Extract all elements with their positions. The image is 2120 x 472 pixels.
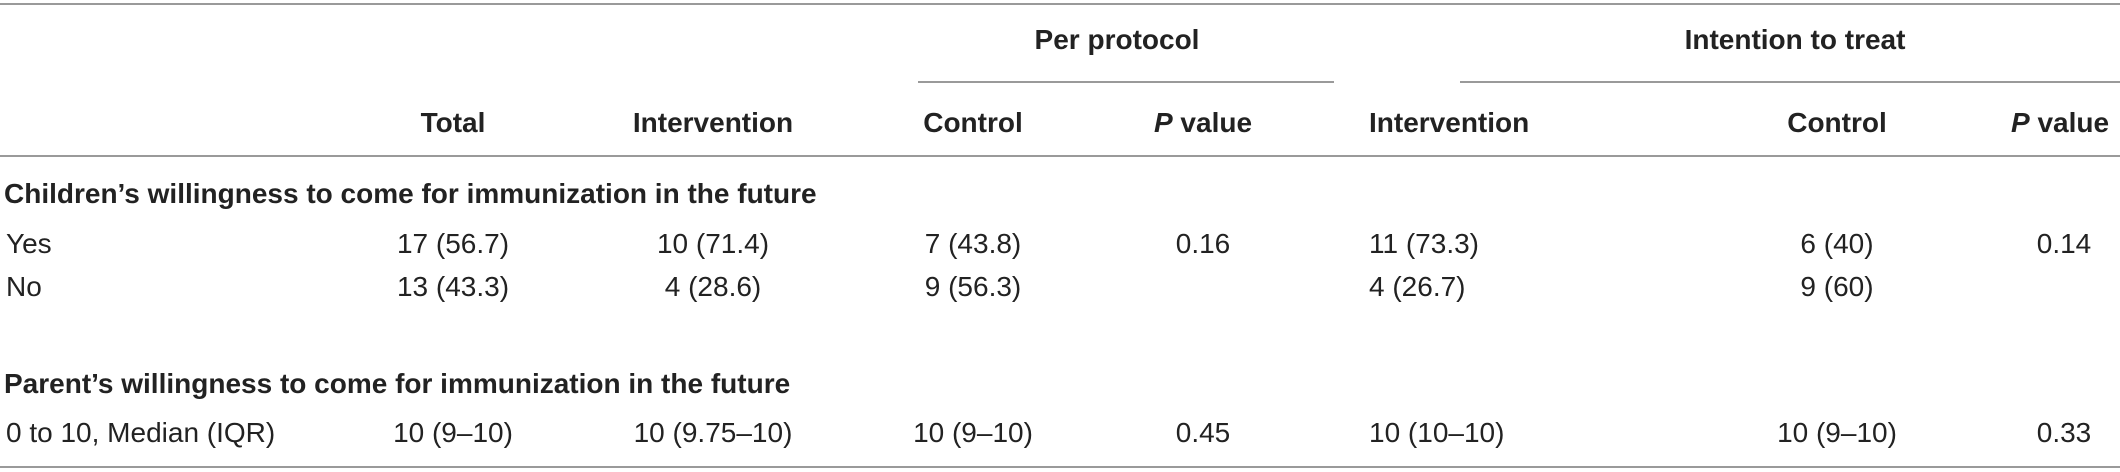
section-title-parents: Parent’s willingness to come for immuniz… — [4, 368, 791, 399]
cell-total: 17 (56.7) — [396, 228, 510, 259]
header-itt-p-value: P value — [2011, 107, 2109, 139]
header-p-suffix: value — [1172, 107, 1253, 138]
cell-itt-intervention: 4 (26.7) — [1369, 271, 1466, 302]
cell-itt-intervention: 11 (73.3) — [1369, 228, 1479, 259]
header-total: Total — [420, 107, 486, 138]
cell-total: 13 (43.3) — [396, 271, 510, 302]
cell-itt-control: 10 (9–10) — [1777, 417, 1897, 448]
row-label: Yes — [6, 228, 52, 259]
cell-pp-intervention: 4 (28.6) — [664, 271, 762, 302]
cell-pp-control: 9 (56.3) — [924, 271, 1022, 302]
cell-pp-control: 10 (9–10) — [913, 417, 1033, 448]
header-rule — [0, 155, 2120, 157]
group-header-intention-to-treat: Intention to treat — [1684, 24, 1906, 55]
cell-itt-control: 6 (40) — [1800, 228, 1874, 259]
header-p-letter: P — [2011, 107, 2030, 138]
header-p-suffix: value — [2029, 107, 2110, 138]
header-p-letter: P — [1153, 107, 1173, 138]
cell-pp-p-value: 0.16 — [1175, 228, 1231, 259]
cell-pp-intervention: 10 (71.4) — [656, 228, 770, 259]
bottom-rule — [0, 466, 2120, 468]
top-rule — [0, 3, 2120, 5]
intention-to-treat-rule — [1460, 81, 2120, 83]
row-label: 0 to 10, Median (IQR) — [6, 417, 276, 448]
cell-pp-p-value: 0.45 — [1175, 417, 1231, 448]
cell-itt-p-value: 0.33 — [2036, 417, 2092, 448]
cell-pp-control: 7 (43.8) — [924, 228, 1022, 259]
header-itt-intervention: Intervention — [1369, 107, 1530, 138]
group-header-per-protocol: Per protocol — [1034, 24, 1200, 55]
header-pp-control: Control — [923, 107, 1023, 138]
cell-total: 10 (9–10) — [393, 417, 513, 448]
section-title-children: Children’s willingness to come for immun… — [4, 178, 817, 209]
header-pp-p-value: P value — [1154, 107, 1252, 139]
header-itt-control: Control — [1787, 107, 1887, 138]
row-label: No — [6, 271, 42, 302]
header-pp-intervention: Intervention — [632, 107, 794, 138]
cell-itt-control: 9 (60) — [1800, 271, 1874, 302]
cell-itt-p-value: 0.14 — [2036, 228, 2092, 259]
cell-itt-intervention: 10 (10–10) — [1369, 417, 1505, 448]
cell-pp-intervention: 10 (9.75–10) — [633, 417, 793, 448]
per-protocol-rule — [918, 81, 1334, 83]
